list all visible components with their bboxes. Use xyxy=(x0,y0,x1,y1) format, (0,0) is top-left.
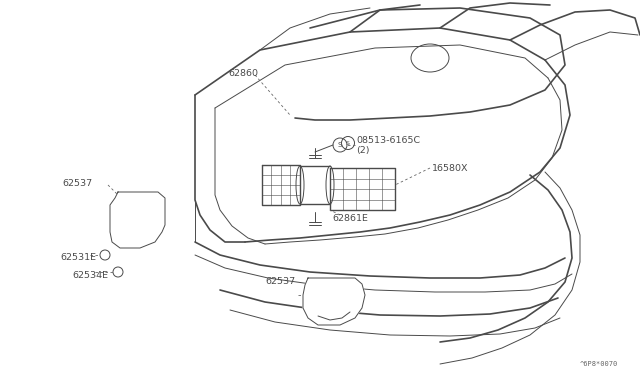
Text: 08513-6165C: 08513-6165C xyxy=(356,135,420,144)
Text: 62860: 62860 xyxy=(228,68,258,77)
Circle shape xyxy=(124,222,140,238)
Text: 62531E: 62531E xyxy=(60,253,96,263)
Text: 62861E: 62861E xyxy=(332,214,368,222)
Circle shape xyxy=(338,285,352,299)
Circle shape xyxy=(124,204,140,220)
Circle shape xyxy=(143,230,153,240)
Text: 62537: 62537 xyxy=(265,278,295,286)
Text: (2): (2) xyxy=(356,145,369,154)
Text: 16580X: 16580X xyxy=(432,164,468,173)
Polygon shape xyxy=(303,278,365,325)
Circle shape xyxy=(113,267,123,277)
Text: 62537: 62537 xyxy=(62,179,92,187)
Text: S: S xyxy=(338,142,342,148)
Circle shape xyxy=(313,303,327,317)
Text: 62534E: 62534E xyxy=(72,272,108,280)
Text: ^6P8*0070: ^6P8*0070 xyxy=(580,361,618,367)
Circle shape xyxy=(144,204,160,220)
Circle shape xyxy=(100,250,110,260)
Text: S: S xyxy=(346,141,350,145)
Circle shape xyxy=(313,285,327,299)
Circle shape xyxy=(340,305,350,315)
Polygon shape xyxy=(110,192,165,248)
